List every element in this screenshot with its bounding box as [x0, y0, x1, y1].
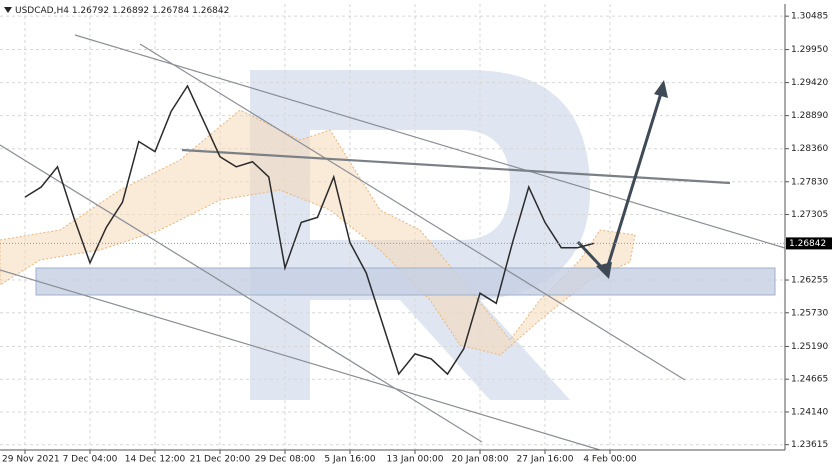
- quote: 1.26892: [112, 6, 149, 16]
- x-tick-label: 29 Dec 08:00: [255, 455, 316, 465]
- y-tick-label: 1.23615: [791, 440, 828, 450]
- quote: 1.26842: [192, 6, 229, 16]
- x-tick-label: 4 Feb 00:00: [583, 455, 637, 465]
- x-tick-label: 29 Nov 2021: [2, 455, 60, 465]
- x-tick-label: 13 Jan 00:00: [387, 455, 444, 465]
- y-tick-label: 1.28890: [791, 111, 828, 121]
- x-tick-label: 21 Dec 20:00: [190, 455, 251, 465]
- resistance-line: [181, 148, 731, 185]
- x-tick-label: 7 Dec 04:00: [63, 455, 118, 465]
- trend-line: [139, 43, 686, 381]
- y-tick-label: 1.29950: [791, 45, 828, 55]
- y-tick-label: 1.24665: [791, 375, 828, 385]
- quote: 1.26784: [152, 6, 189, 16]
- header: USDCAD,H4 1.26792 1.26892 1.26784 1.2684…: [15, 6, 229, 16]
- plot: [0, 84, 785, 376]
- menu-icon[interactable]: [4, 7, 12, 13]
- support-zone: [35, 267, 776, 296]
- x-tick-label: 27 Jan 16:00: [517, 455, 574, 465]
- quote: 1.26792: [72, 6, 109, 16]
- y-tick-label: 1.30485: [791, 12, 828, 22]
- price-tag: [786, 237, 832, 250]
- y-tick-label: 1.24140: [791, 407, 828, 417]
- trend-line: [74, 34, 786, 249]
- y-tick-label: 1.25190: [791, 342, 828, 352]
- y-tick-label: 1.27305: [791, 210, 828, 220]
- y-tick-label: 1.27830: [791, 177, 828, 187]
- trend-line: [0, 144, 483, 443]
- y-tick-label: 1.25730: [791, 308, 828, 318]
- arrow-head: [654, 80, 668, 98]
- x-tick-label: 14 Dec 12:00: [125, 455, 186, 465]
- arrow-head: [596, 262, 612, 279]
- ichimoku-cloud: [0, 109, 636, 356]
- forecast-arrow: [604, 89, 664, 273]
- symbol: USDCAD,H4: [15, 6, 69, 16]
- price-line: [24, 84, 594, 376]
- y-tick-label: 1.26255: [791, 276, 828, 286]
- x-tick-label: 5 Jan 16:00: [324, 455, 376, 465]
- trend-line: [0, 269, 601, 451]
- price-tag-label: 1.26842: [789, 239, 826, 249]
- x-tick-label: 20 Jan 08:00: [452, 455, 509, 465]
- y-tick-label: 1.28360: [791, 144, 828, 154]
- y-tick-label: 1.29420: [791, 78, 828, 88]
